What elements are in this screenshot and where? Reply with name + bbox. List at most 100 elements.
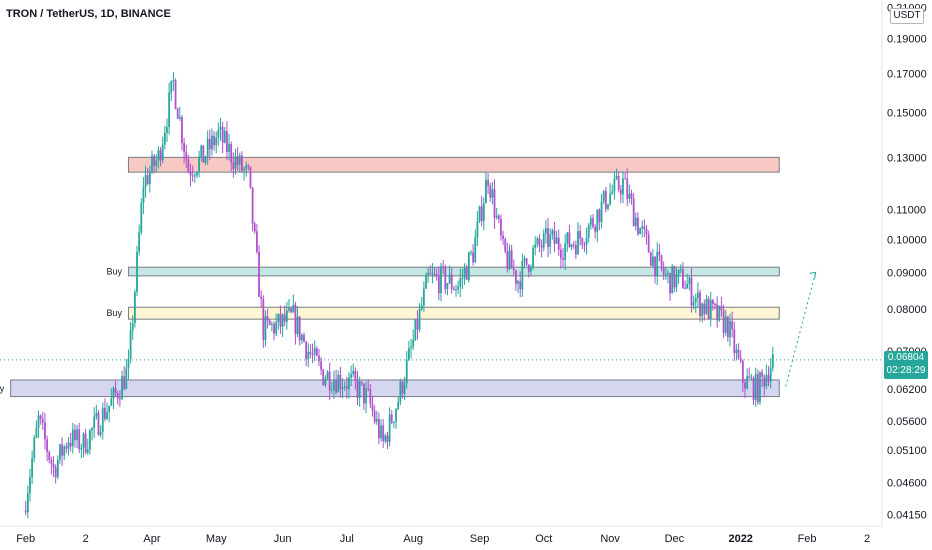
candle-body bbox=[671, 266, 674, 294]
candle-body bbox=[33, 437, 36, 459]
y-tick-label-11: 0.05600 bbox=[887, 416, 927, 428]
candle-body bbox=[136, 251, 138, 293]
candle-body bbox=[598, 209, 601, 223]
candle-body bbox=[335, 380, 338, 393]
candle-body bbox=[39, 415, 42, 420]
candle-body bbox=[202, 145, 205, 163]
candle-body bbox=[615, 175, 618, 179]
candle-body bbox=[452, 289, 455, 291]
candle-body bbox=[487, 179, 489, 186]
candle-body bbox=[97, 412, 100, 435]
candle-body bbox=[504, 238, 507, 252]
candle-body bbox=[67, 442, 70, 449]
symbol-title[interactable]: TRON / TetherUS, 1D, BINANCE bbox=[6, 8, 171, 20]
candle-body bbox=[748, 376, 751, 379]
candle-body bbox=[476, 221, 479, 238]
candle-body bbox=[125, 368, 128, 390]
y-tick-label-14: 0.04150 bbox=[887, 509, 927, 521]
candle-body bbox=[750, 378, 753, 380]
candle-body bbox=[664, 273, 667, 275]
candle-body bbox=[536, 238, 539, 245]
zone-2[interactable] bbox=[127, 266, 780, 277]
candle-body bbox=[553, 230, 556, 244]
candle-body bbox=[174, 79, 177, 109]
candle-body bbox=[431, 273, 434, 275]
candle-body bbox=[418, 309, 421, 330]
candle-body bbox=[422, 288, 425, 306]
candle-body bbox=[579, 231, 582, 239]
candle-body bbox=[482, 203, 485, 222]
candle-body bbox=[311, 353, 314, 355]
candle-body bbox=[596, 209, 599, 232]
candle-body bbox=[270, 323, 273, 325]
candle-body bbox=[427, 272, 430, 276]
candle-body bbox=[206, 139, 209, 157]
candle-body bbox=[54, 467, 57, 478]
candle-body bbox=[444, 267, 447, 290]
candle-body bbox=[369, 389, 372, 404]
candle-body bbox=[82, 433, 85, 448]
candle-body bbox=[500, 219, 502, 236]
candle-body bbox=[116, 393, 119, 399]
candle-body bbox=[583, 244, 586, 246]
candle-body bbox=[146, 175, 149, 184]
candle-body bbox=[682, 269, 684, 288]
candle-body bbox=[566, 232, 569, 244]
candle-body bbox=[204, 156, 207, 163]
projection-line bbox=[785, 272, 817, 387]
candle-body bbox=[679, 269, 682, 271]
candle-body bbox=[407, 348, 410, 360]
candle-body bbox=[110, 398, 113, 406]
candle-body bbox=[485, 179, 487, 204]
candle-body bbox=[630, 193, 633, 199]
candle-body bbox=[121, 376, 123, 400]
candle-body bbox=[241, 155, 243, 171]
zone-3[interactable] bbox=[127, 306, 780, 320]
candle-body bbox=[459, 278, 462, 287]
candle-body bbox=[217, 129, 220, 138]
candle-body bbox=[741, 360, 744, 383]
candle-body bbox=[557, 237, 560, 250]
candle-body bbox=[532, 247, 534, 267]
candle-body bbox=[360, 381, 363, 384]
x-axis[interactable]: Feb 2 Apr May Jun Jul Aug Sep Oct Nov Dec 2022 Feb 2 bbox=[16, 533, 870, 545]
candle-body bbox=[371, 403, 374, 411]
candle-body bbox=[48, 451, 51, 460]
candle-body bbox=[489, 185, 492, 198]
candle-body bbox=[230, 144, 233, 163]
candle-body bbox=[185, 152, 188, 160]
candle-body bbox=[718, 305, 721, 321]
currency-unit-badge[interactable]: USDT bbox=[890, 8, 924, 24]
candle-body bbox=[326, 371, 329, 379]
y-tick-label-8: 0.08000 bbox=[887, 304, 927, 316]
candle-body bbox=[337, 375, 340, 393]
candle-body bbox=[89, 430, 91, 450]
candle-body bbox=[101, 407, 104, 433]
candle-body bbox=[589, 218, 592, 225]
candle-body bbox=[341, 387, 344, 390]
candle-body bbox=[35, 427, 38, 438]
candle-body bbox=[285, 310, 288, 322]
candle-body bbox=[677, 269, 680, 275]
candle-body bbox=[611, 191, 614, 194]
candle-body bbox=[632, 198, 635, 227]
zone-1[interactable] bbox=[127, 156, 780, 173]
candle-body bbox=[767, 374, 770, 382]
candle-body bbox=[754, 374, 757, 400]
candle-body bbox=[491, 189, 494, 198]
y-axis[interactable]: 0.210000.190000.170000.150000.130000.110… bbox=[887, 2, 927, 521]
x-tick-label-2: Apr bbox=[143, 533, 160, 545]
candle-body bbox=[131, 323, 134, 331]
candle-body bbox=[114, 388, 117, 394]
zone-4[interactable] bbox=[10, 379, 780, 398]
candle-body bbox=[215, 137, 218, 146]
candle-body bbox=[219, 126, 222, 130]
candle-body bbox=[440, 266, 442, 294]
candle-body bbox=[151, 155, 153, 172]
candle-body bbox=[69, 442, 72, 447]
candle-body bbox=[604, 190, 607, 209]
candle-body bbox=[281, 314, 284, 327]
candle-body bbox=[587, 224, 590, 238]
overlay-layer bbox=[0, 271, 882, 387]
